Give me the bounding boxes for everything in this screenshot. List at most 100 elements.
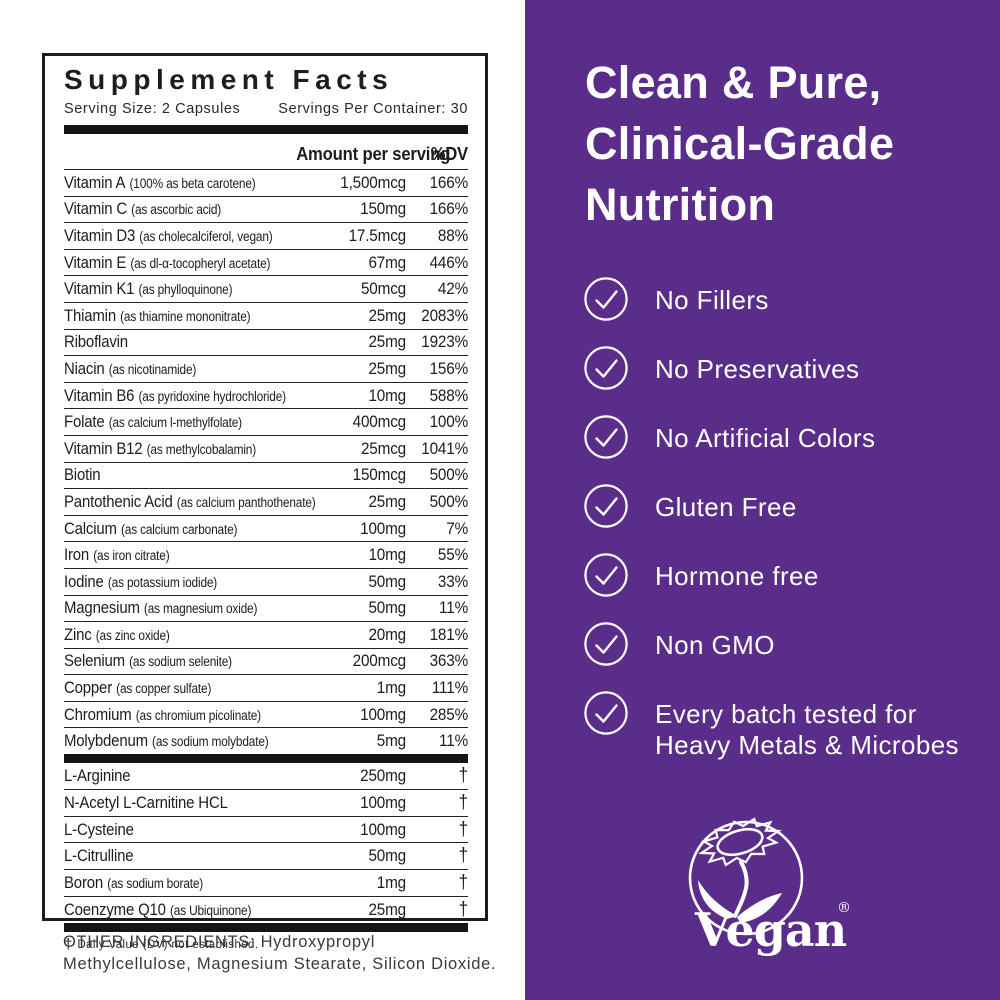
- panel-heading: Clean & Pure, Clinical-Grade Nutrition: [585, 52, 894, 235]
- feature-label-line: No Preservatives: [655, 354, 860, 384]
- nutrient-dv: †: [458, 845, 469, 867]
- feature-label: No Fillers: [655, 276, 769, 316]
- nutrient-name: Vitamin D3: [64, 225, 136, 245]
- nutrient-name: Magnesium: [64, 598, 140, 618]
- nutrient-dv: 285%: [429, 704, 469, 724]
- table-row: L-Cysteine 100mg †: [64, 817, 468, 844]
- feature-label: Non GMO: [655, 621, 775, 661]
- feature-item: Non GMO: [583, 621, 959, 667]
- servings-per-container: Servings Per Container: 30: [278, 101, 468, 117]
- nutrient-name-cell: Vitamin C (as ascorbic acid): [64, 199, 258, 219]
- nutrient-name: N-Acetyl L-Carnitine HCL: [64, 792, 228, 812]
- nutrient-name-cell: Riboflavin: [64, 332, 258, 352]
- table-row: Vitamin K1 (as phylloquinone) 50mcg 42%: [64, 276, 468, 303]
- nutrient-name-cell: N-Acetyl L-Carnitine HCL: [64, 793, 258, 813]
- nutrient-name: Selenium: [64, 651, 125, 671]
- feature-label-line: Gluten Free: [655, 492, 797, 522]
- nutrient-name: Iodine: [64, 571, 104, 591]
- nutrient-name: Chromium: [64, 704, 132, 724]
- nutrient-amount: 100mg: [360, 704, 406, 724]
- nutrient-dv: †: [458, 764, 469, 786]
- nutrient-dv: 363%: [429, 651, 469, 671]
- nutrient-amount: 100mg: [360, 792, 406, 812]
- nutrient-name: Iron: [64, 545, 90, 565]
- table-row: Calcium (as calcium carbonate) 100mg 7%: [64, 516, 468, 543]
- nutrient-name: Calcium: [64, 518, 117, 538]
- nutrient-amount: 100mg: [360, 819, 406, 839]
- feature-label: Gluten Free: [655, 483, 797, 523]
- feature-item: Hormone free: [583, 552, 959, 598]
- nutrient-name-cell: Molybdenum (as sodium molybdate): [64, 731, 269, 751]
- table-row: Selenium (as sodium selenite) 200mcg 363…: [64, 649, 468, 676]
- nutrient-name: Vitamin B12: [64, 438, 143, 458]
- nutrient-name: Zinc: [64, 624, 92, 644]
- vegan-logo: Vegan ®: [688, 817, 851, 957]
- check-circle-icon: [583, 483, 629, 529]
- feature-item: Every batch tested for Heavy Metals & Mic…: [583, 690, 959, 761]
- nutrient-name: Vitamin C: [64, 199, 128, 219]
- nutrient-source-detail: (as methylcobalamin): [146, 441, 257, 457]
- nutrient-name-cell: L-Arginine: [64, 766, 258, 786]
- vegan-wordmark: Vegan: [694, 903, 847, 957]
- nutrient-amount: 25mg: [368, 899, 406, 919]
- nutrient-name: Copper: [64, 678, 113, 698]
- nutrient-name: Vitamin K1: [64, 279, 135, 299]
- check-circle-icon: [583, 345, 629, 391]
- table-row: N-Acetyl L-Carnitine HCL 100mg †: [64, 790, 468, 817]
- table-row: Vitamin E (as dl-α-tocopheryl acetate) 6…: [64, 250, 468, 277]
- table-row: Chromium (as chromium picolinate) 100mg …: [64, 702, 468, 729]
- nutrient-name-cell: Zinc (as zinc oxide): [64, 625, 258, 645]
- heading-line-3: Nutrition: [585, 179, 776, 230]
- nutrient-rows-section: Vitamin A (100% as beta carotene) 1,500m…: [64, 170, 468, 754]
- check-circle-icon: [583, 690, 629, 736]
- sunflower-icon: [698, 817, 782, 867]
- nutrient-dv: 11%: [439, 731, 468, 751]
- nutrient-name-cell: Iodine (as potassium iodide): [64, 572, 258, 592]
- vegan-logo-circle-icon: [688, 817, 804, 936]
- nutrient-amount: 1,500mcg: [340, 172, 406, 192]
- nutrient-amount: 50mcg: [360, 279, 406, 299]
- nutrient-source-detail: (as calcium panthothenate): [176, 494, 316, 510]
- nutrient-source-detail: (as sodium selenite): [129, 654, 232, 670]
- nutrient-name-cell: Copper (as copper sulfate): [64, 678, 258, 698]
- check-circle-icon: [583, 414, 629, 460]
- nutrient-source-detail: (as iron citrate): [93, 548, 170, 564]
- column-header-dv: %DV: [430, 143, 469, 164]
- nutrient-name-cell: Niacin (as nicotinamide): [64, 359, 258, 379]
- nutrient-name-cell: L-Citrulline: [64, 846, 258, 866]
- nutrient-amount: 10mg: [368, 545, 406, 565]
- serving-size: Serving Size: 2 Capsules: [64, 101, 241, 117]
- nutrient-dv: 156%: [429, 358, 469, 378]
- nutrient-name-cell: Vitamin B12 (as methylcobalamin): [64, 439, 258, 459]
- nutrient-name-cell: Vitamin B6 (as pyridoxine hydrochloride): [64, 386, 286, 406]
- feature-label-line: No Artificial Colors: [655, 423, 876, 453]
- nutrient-amount: 25mg: [368, 332, 406, 352]
- feature-label-line: No Fillers: [655, 285, 769, 315]
- supplement-facts-panel: Supplement Facts Serving Size: 2 Capsule…: [42, 53, 488, 952]
- table-row: Iron (as iron citrate) 10mg 55%: [64, 542, 468, 569]
- nutrient-name: Boron: [64, 873, 104, 893]
- nutrient-dv: 11%: [439, 598, 468, 618]
- nutrient-name: Coenzyme Q10: [64, 899, 166, 919]
- nutrient-source-detail: (as zinc oxide): [95, 627, 170, 643]
- nutrient-source-detail: (as calcium carbonate): [120, 521, 238, 537]
- table-row: Magnesium (as magnesium oxide) 50mg 11%: [64, 596, 468, 623]
- nutrient-dv: 88%: [437, 225, 468, 245]
- feature-item: No Artificial Colors: [583, 414, 959, 460]
- feature-item: No Preservatives: [583, 345, 959, 391]
- nutrient-name-cell: Boron (as sodium borate): [64, 873, 258, 893]
- table-row: Vitamin D3 (as cholecalciferol, vegan) 1…: [64, 223, 468, 250]
- nutrient-name-cell: Biotin: [64, 465, 258, 485]
- nutrient-amount: 50mg: [368, 571, 406, 591]
- nutrient-dv: 100%: [429, 412, 469, 432]
- nutrient-source-detail: (as pyridoxine hydrochloride): [138, 388, 286, 404]
- feature-label: Every batch tested for Heavy Metals & Mic…: [655, 690, 959, 761]
- table-row: Coenzyme Q10 (as Ubiquinone) 25mg †: [64, 897, 468, 923]
- nutrient-dv: 166%: [429, 199, 469, 219]
- table-row: Iodine (as potassium iodide) 50mg 33%: [64, 569, 468, 596]
- nutrient-name-cell: Pantothenic Acid (as calcium panthothena…: [64, 492, 316, 512]
- nutrient-dv: 55%: [437, 545, 468, 565]
- supplement-facts-title: Supplement Facts: [64, 64, 394, 95]
- feature-label: No Preservatives: [655, 345, 859, 385]
